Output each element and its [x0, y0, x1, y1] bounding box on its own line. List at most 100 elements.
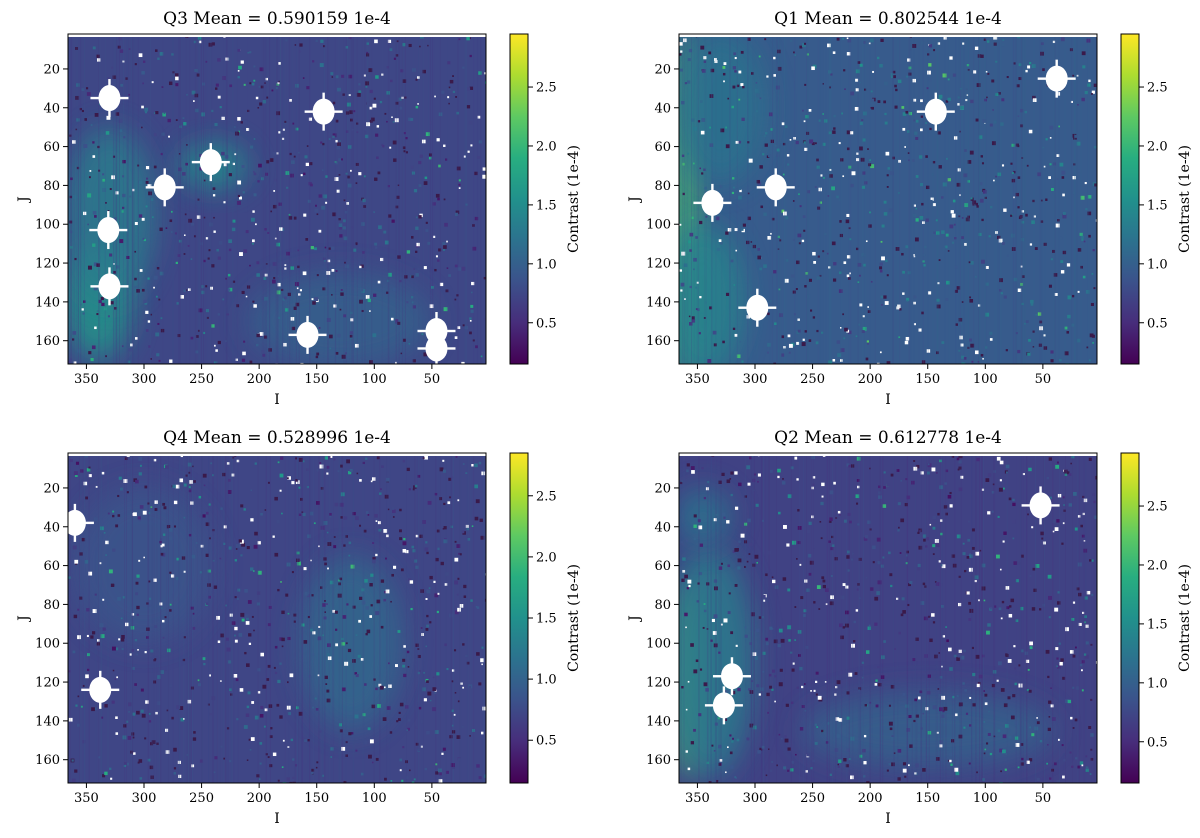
colorbar-tick-label: 1.5: [1147, 617, 1168, 632]
panel-4: 350 300 250 200 150 100 50 20 40 60 80 100 120 140 160…: [627, 428, 1193, 827]
colorbar-label: Contrast (1e-4): [566, 145, 582, 253]
colorbar-tick-label: 2.0: [1147, 558, 1168, 573]
masked-source: [738, 288, 777, 327]
x-tick-label: 50: [424, 791, 441, 806]
y-tick-label: 40: [654, 520, 671, 535]
panel-1: 350 300 250 200 150 100 50 20 40 60 80 100 120 140 160…: [16, 9, 582, 408]
y-axis-label: J: [627, 615, 643, 623]
heatmap-area: [68, 453, 486, 783]
colorbar-tick-label: 1.0: [1147, 257, 1168, 272]
bright-region: [679, 546, 755, 780]
y-tick-label: 120: [35, 257, 60, 272]
masked-source: [756, 168, 795, 207]
masked-source: [191, 143, 230, 182]
y-tick-label: 20: [654, 62, 671, 77]
x-tick-label: 250: [189, 791, 214, 806]
chart-title: Q4 Mean = 0.528996 1e-4: [163, 428, 391, 448]
x-tick-label: 200: [247, 372, 272, 387]
top-edge-strip: [68, 453, 486, 456]
heatmap-area: [679, 34, 1097, 364]
x-tick-label: 200: [247, 791, 272, 806]
colorbar-tick-label: 2.0: [1147, 139, 1168, 154]
colorbar-tick-label: 1.5: [536, 612, 557, 627]
bright-region: [679, 487, 732, 547]
colorbar-label: Contrast (1e-4): [1177, 564, 1193, 672]
bright-region: [247, 272, 432, 364]
y-tick-label: 160: [35, 753, 60, 768]
x-tick-label: 100: [362, 791, 387, 806]
x-tick-label: 250: [189, 372, 214, 387]
y-tick-label: 120: [35, 676, 60, 691]
top-edge-strip: [679, 34, 1097, 37]
masked-source: [90, 267, 129, 306]
y-tick-label: 40: [654, 101, 671, 116]
colorbar-label: Contrast (1e-4): [566, 564, 582, 672]
y-tick-label: 120: [646, 257, 671, 272]
y-tick-label: 80: [43, 598, 60, 613]
x-tick-label: 50: [424, 372, 441, 387]
chart-title: Q1 Mean = 0.802544 1e-4: [774, 9, 1002, 29]
masked-source: [417, 329, 456, 364]
panel-2: 350 300 250 200 150 100 50 20 40 60 80 100 120 140 160…: [627, 9, 1193, 408]
panel-3: 350 300 250 200 150 100 50 20 40 60 80 100 120 140 160…: [16, 428, 582, 827]
x-tick-label: 350: [685, 791, 710, 806]
y-tick-label: 140: [35, 295, 60, 310]
masked-source: [145, 168, 184, 207]
heatmap-area: [68, 34, 486, 364]
axes-frame: [67, 33, 487, 365]
y-axis-label: J: [16, 196, 32, 204]
colorbar-tick-label: 2.5: [1147, 500, 1168, 515]
colorbar-tick-label: 0.5: [536, 316, 557, 331]
x-tick-label: 300: [743, 372, 768, 387]
colorbar: 0.5 1.0 1.5 2.0 2.5 Contrast (1e-4): [1120, 33, 1193, 365]
x-tick-label: 300: [132, 791, 157, 806]
y-tick-label: 140: [646, 714, 671, 729]
y-tick-label: 120: [646, 676, 671, 691]
x-tick-label: 150: [304, 791, 329, 806]
speckle-noise: [679, 453, 1097, 783]
colorbar-tick-label: 0.5: [1147, 735, 1168, 750]
bright-region: [679, 34, 767, 186]
speckle-noise: [68, 453, 486, 783]
y-tick-label: 140: [35, 714, 60, 729]
y-tick-label: 60: [654, 140, 671, 155]
masked-source: [89, 211, 128, 250]
heatmap-area: [679, 453, 1097, 783]
colorbar-gradient: [1120, 452, 1140, 784]
y-tick-label: 100: [35, 637, 60, 652]
x-tick-label: 350: [74, 372, 99, 387]
masked-source: [1021, 486, 1060, 525]
masked-source: [693, 183, 732, 222]
colorbar-label: Contrast (1e-4): [1177, 145, 1193, 253]
masked-source: [304, 92, 343, 131]
x-tick-label: 250: [800, 791, 825, 806]
colorbar-tick-label: 2.5: [1147, 81, 1168, 96]
colorbar-tick-label: 1.0: [1147, 676, 1168, 691]
y-tick-label: 100: [35, 218, 60, 233]
x-axis-label: I: [885, 392, 891, 408]
colorbar-gradient: [509, 452, 529, 784]
y-tick-label: 20: [43, 62, 60, 77]
colorbar-gradient: [509, 33, 529, 365]
axes-frame: [678, 33, 1098, 365]
x-tick-label: 50: [1035, 791, 1052, 806]
colorbar-tick-label: 1.0: [536, 257, 557, 272]
masked-source: [81, 670, 120, 709]
colorbar-tick-label: 0.5: [1147, 316, 1168, 331]
x-tick-label: 300: [132, 372, 157, 387]
colorbar: 0.5 1.0 1.5 2.0 2.5 Contrast (1e-4): [1120, 452, 1193, 784]
x-tick-label: 150: [304, 372, 329, 387]
colorbar-tick-label: 2.5: [536, 81, 557, 96]
colorbar-gradient: [1120, 33, 1140, 365]
x-tick-label: 350: [74, 791, 99, 806]
top-edge-strip: [68, 34, 486, 37]
y-tick-label: 60: [43, 559, 60, 574]
x-axis-label: I: [274, 811, 280, 827]
y-tick-label: 20: [43, 481, 60, 496]
x-tick-label: 350: [685, 372, 710, 387]
x-tick-label: 100: [362, 372, 387, 387]
colorbar-tick-label: 0.5: [536, 734, 557, 749]
colorbar-tick-label: 2.0: [536, 139, 557, 154]
x-tick-label: 200: [858, 791, 883, 806]
